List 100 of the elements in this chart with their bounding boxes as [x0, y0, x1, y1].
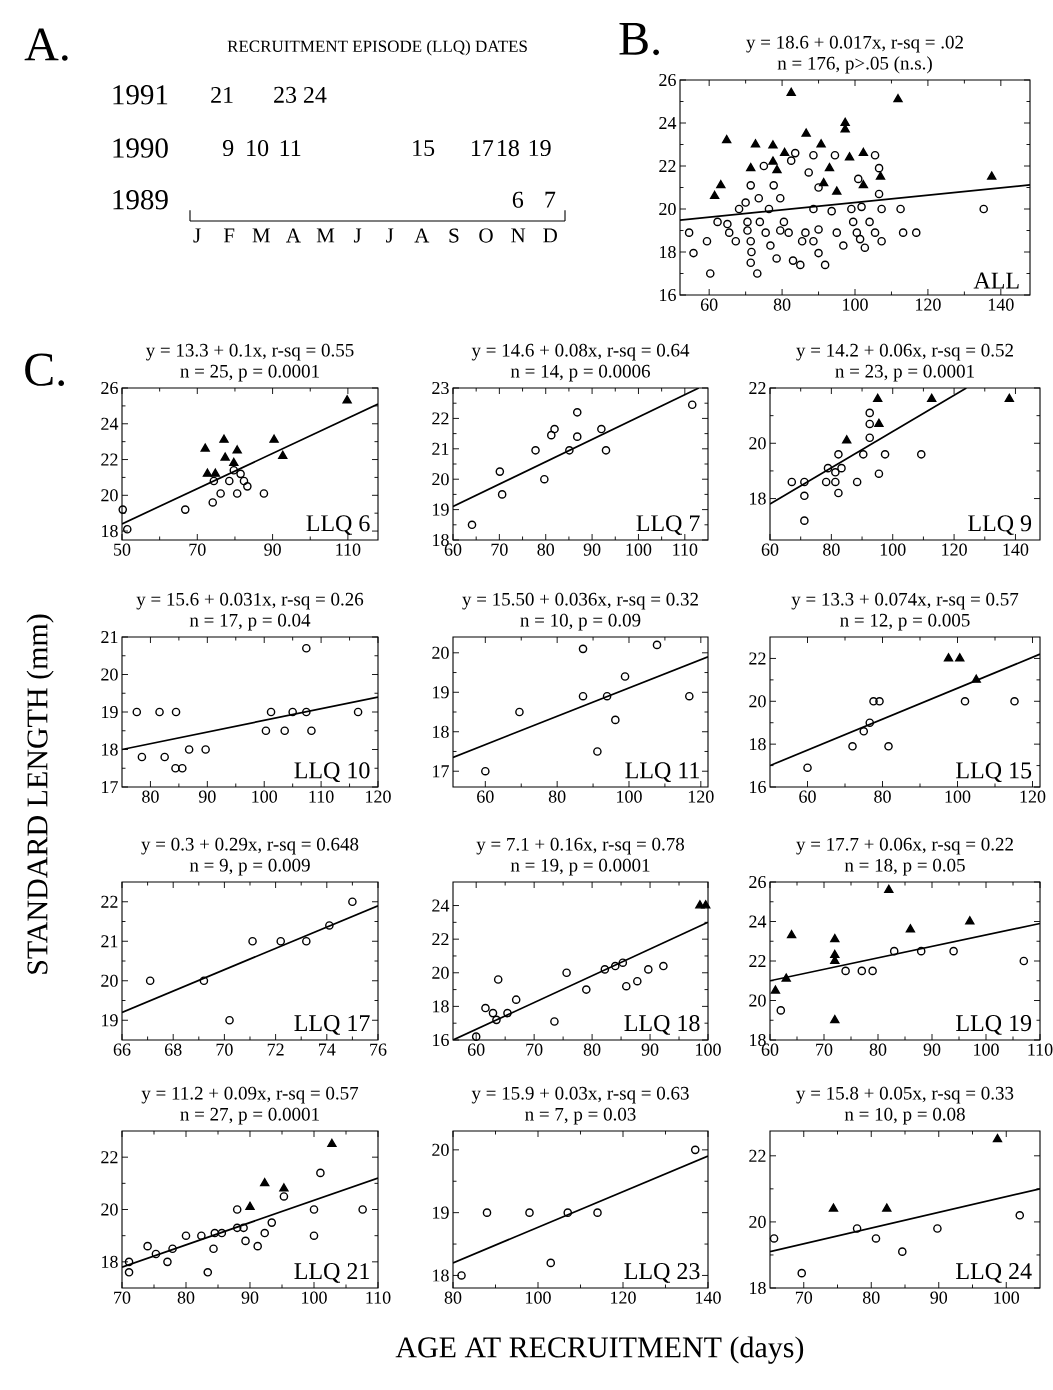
point — [884, 884, 894, 893]
point — [960, 696, 970, 706]
point — [874, 418, 884, 427]
chart-title: y = 17.7 + 0.06x, r-sq = 0.22 — [796, 837, 1013, 855]
point — [203, 1268, 213, 1277]
point — [236, 469, 245, 479]
point — [497, 490, 507, 499]
point — [253, 1241, 262, 1251]
point — [644, 965, 653, 974]
point — [685, 691, 694, 701]
point — [511, 995, 521, 1004]
point — [750, 139, 761, 148]
text: 23 — [274, 86, 297, 103]
x-axis-title: AGE AT RECRUITMENT (days) — [395, 1336, 804, 1364]
x-tick-label: 66 — [113, 1043, 131, 1056]
point — [949, 946, 958, 956]
point — [834, 488, 843, 498]
y-tick-label: 24 — [749, 915, 767, 928]
point — [132, 707, 142, 717]
x-tick-label: 70 — [526, 1043, 543, 1056]
chart-subtitle: n = 18, p = 0.05 — [844, 858, 965, 876]
point — [987, 171, 997, 180]
point — [1004, 393, 1015, 403]
point — [279, 1183, 289, 1192]
text: B. — [619, 23, 659, 56]
point — [816, 139, 826, 148]
point — [232, 445, 242, 454]
point — [898, 1247, 907, 1256]
point — [797, 1268, 807, 1278]
annotation: LLQ 7 — [636, 515, 700, 535]
point — [232, 1205, 242, 1214]
text: A. — [24, 28, 68, 61]
x-tick-label: 120 — [1020, 790, 1046, 803]
chart-subtitle: n = 19, p = 0.0001 — [510, 858, 650, 876]
x-tick-label: 60 — [477, 790, 494, 803]
point — [279, 1192, 289, 1201]
x-tick-label: 80 — [142, 790, 159, 803]
point — [118, 505, 128, 514]
point — [578, 644, 588, 654]
y-tick-label: 22 — [659, 160, 676, 172]
x-tick-label: 70 — [795, 1291, 813, 1304]
x-tick-label: 110 — [1028, 1043, 1053, 1056]
x-tick-label: 70 — [216, 1043, 233, 1056]
point — [834, 450, 843, 459]
y-tick-label: 20 — [432, 473, 449, 486]
point — [776, 1006, 786, 1015]
y-tick-label: 17 — [433, 765, 449, 778]
point — [842, 435, 852, 444]
point — [124, 1257, 134, 1267]
point — [217, 1228, 227, 1238]
point — [525, 1208, 534, 1217]
point — [168, 1244, 177, 1254]
point — [243, 482, 252, 491]
annotation: LLQ 15 — [956, 762, 1032, 783]
text: 6 — [512, 191, 524, 208]
point — [201, 745, 210, 754]
x-tick-label: 80 — [583, 1043, 601, 1056]
x-tick-label: 80 — [874, 790, 891, 803]
annotation: LLQ 21 — [294, 1263, 369, 1283]
point — [184, 745, 194, 754]
category-label: A — [414, 228, 430, 243]
annotation: LLQ 9 — [968, 515, 1032, 535]
point — [492, 1015, 501, 1025]
text: 15 — [413, 140, 435, 157]
x-tick-label: 90 — [583, 543, 601, 556]
point — [180, 505, 190, 514]
point — [269, 434, 279, 443]
point — [597, 424, 606, 434]
point — [160, 752, 169, 762]
x-tick-label: 90 — [198, 790, 216, 803]
point — [610, 961, 620, 971]
point — [857, 966, 867, 976]
y-tick-label: 22 — [749, 652, 766, 665]
y-tick-label: 20 — [749, 994, 766, 1007]
point — [1010, 696, 1019, 706]
y-tick-label: 20 — [749, 1215, 766, 1228]
y-tick-label: 18 — [660, 245, 676, 259]
point — [832, 186, 842, 195]
point — [884, 741, 893, 751]
category-label: J — [386, 228, 394, 243]
x-tick-label: 120 — [942, 543, 967, 556]
point — [232, 1223, 242, 1233]
point — [601, 446, 611, 455]
x-tick-label: 140 — [1003, 543, 1029, 556]
point — [495, 467, 505, 476]
point — [848, 741, 857, 751]
point — [800, 516, 809, 525]
point — [220, 452, 230, 461]
y-tick-label: 20 — [101, 489, 118, 502]
y-tick-label: 22 — [101, 1151, 118, 1164]
point — [874, 469, 884, 478]
y-tick-label: 18 — [102, 524, 118, 538]
point — [288, 707, 297, 717]
point — [124, 1268, 134, 1277]
point — [503, 1008, 512, 1018]
point — [562, 968, 571, 978]
y-tick-label: 22 — [749, 955, 766, 967]
point — [746, 162, 756, 172]
point — [830, 949, 840, 959]
y-tick-label: 18 — [433, 725, 449, 738]
